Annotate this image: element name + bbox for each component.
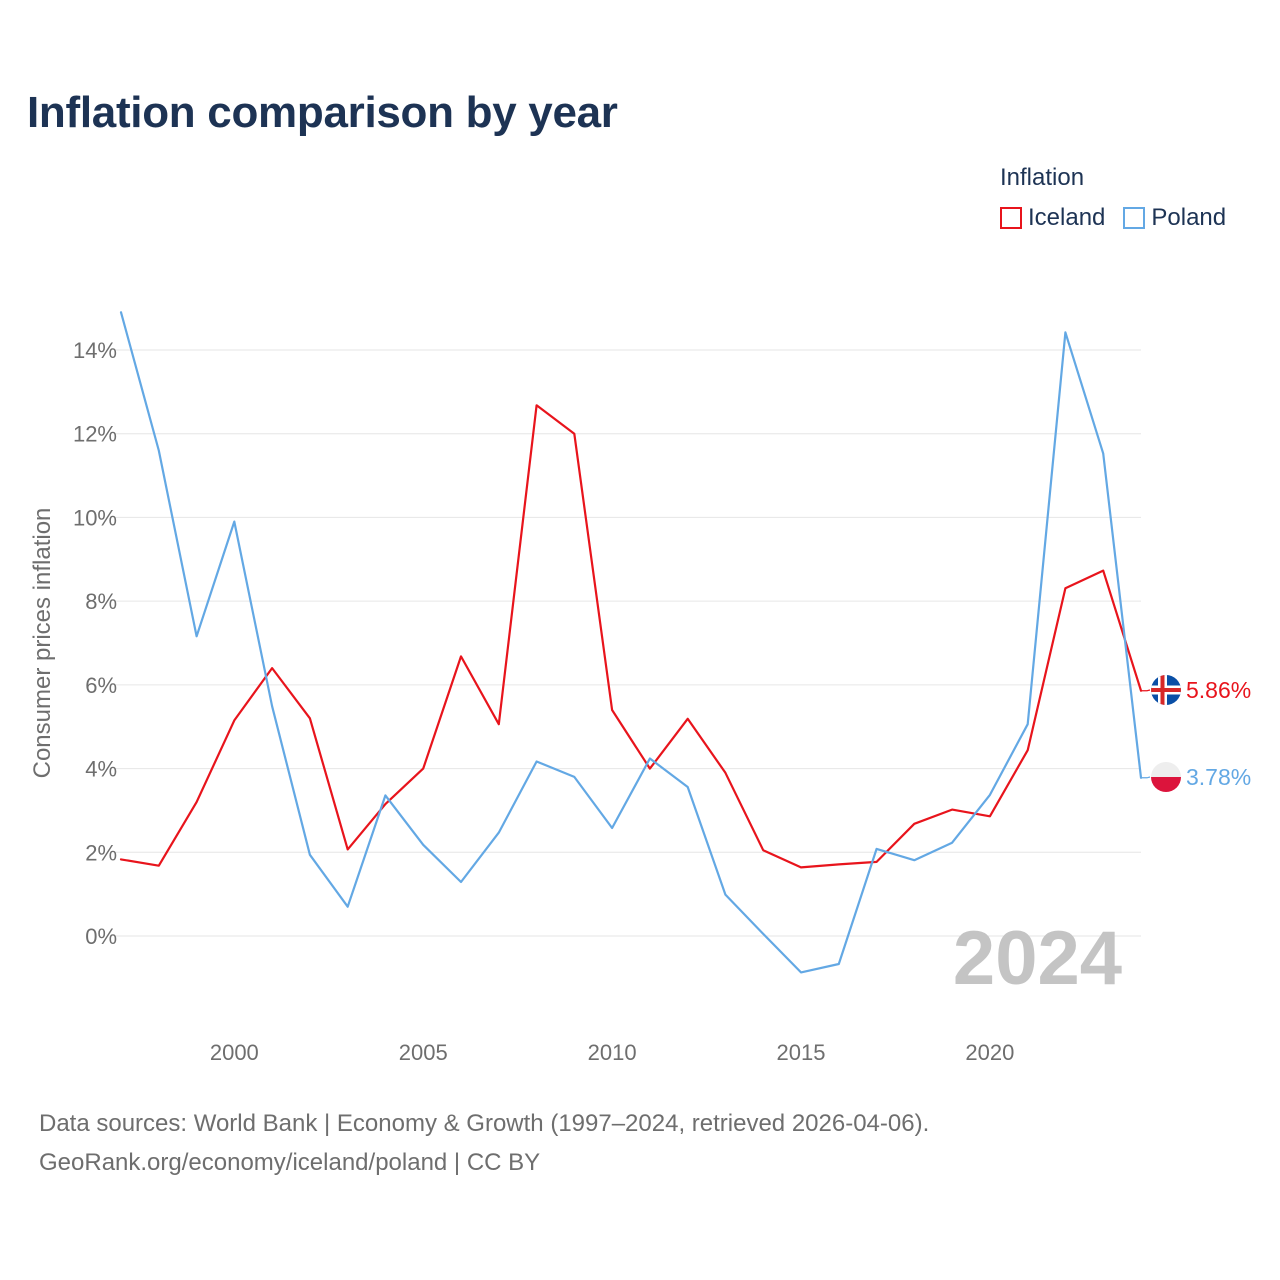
y-tick-label: 12%: [73, 422, 117, 447]
y-tick-label: 4%: [85, 757, 117, 782]
end-connector-poland: [1141, 776, 1151, 779]
iceland-flag-icon: [1151, 675, 1181, 705]
legend-label-iceland: Iceland: [1028, 204, 1106, 231]
y-tick-label: 10%: [73, 505, 117, 530]
year-watermark: 2024: [953, 916, 1122, 1001]
end-connector-iceland: [1141, 689, 1151, 692]
y-tick-label: 6%: [85, 673, 117, 698]
legend-swatch-iceland: [1000, 207, 1022, 229]
footer-sources: Data sources: World Bank | Economy & Gro…: [39, 1110, 930, 1137]
x-tick-label: 2005: [399, 1040, 448, 1065]
x-tick-label: 2015: [777, 1040, 826, 1065]
legend-title: Inflation: [1000, 164, 1085, 191]
legend-swatch-poland: [1123, 207, 1146, 229]
legend: Inflation Iceland Poland: [1000, 162, 1226, 232]
series-line-iceland[interactable]: [119, 404, 1143, 869]
x-tick-label: 2010: [588, 1040, 637, 1065]
y-tick-label: 0%: [85, 924, 117, 949]
y-axis-title: Consumer prices inflation: [29, 508, 56, 779]
legend-item-poland[interactable]: Poland: [1123, 204, 1226, 232]
poland-flag-icon: [1151, 762, 1181, 792]
page-title: Inflation comparison by year: [27, 88, 618, 137]
x-tick-label: 2000: [210, 1040, 259, 1065]
y-tick-label: 14%: [73, 338, 117, 363]
y-tick-label: 8%: [85, 589, 117, 614]
legend-items: Iceland Poland: [1000, 204, 1226, 232]
end-label-iceland: 5.86%: [1186, 677, 1251, 703]
legend-item-iceland[interactable]: Iceland: [1000, 204, 1105, 232]
end-label-poland: 3.78%: [1186, 764, 1251, 790]
series-line-poland[interactable]: [119, 311, 1143, 974]
footer-link[interactable]: GeoRank.org/economy/iceland/poland | CC …: [39, 1149, 541, 1176]
legend-label-poland: Poland: [1151, 204, 1227, 231]
footer: Data sources: World Bank | Economy & Gro…: [39, 1104, 929, 1182]
y-tick-label: 2%: [85, 840, 117, 865]
x-tick-label: 2020: [965, 1040, 1014, 1065]
